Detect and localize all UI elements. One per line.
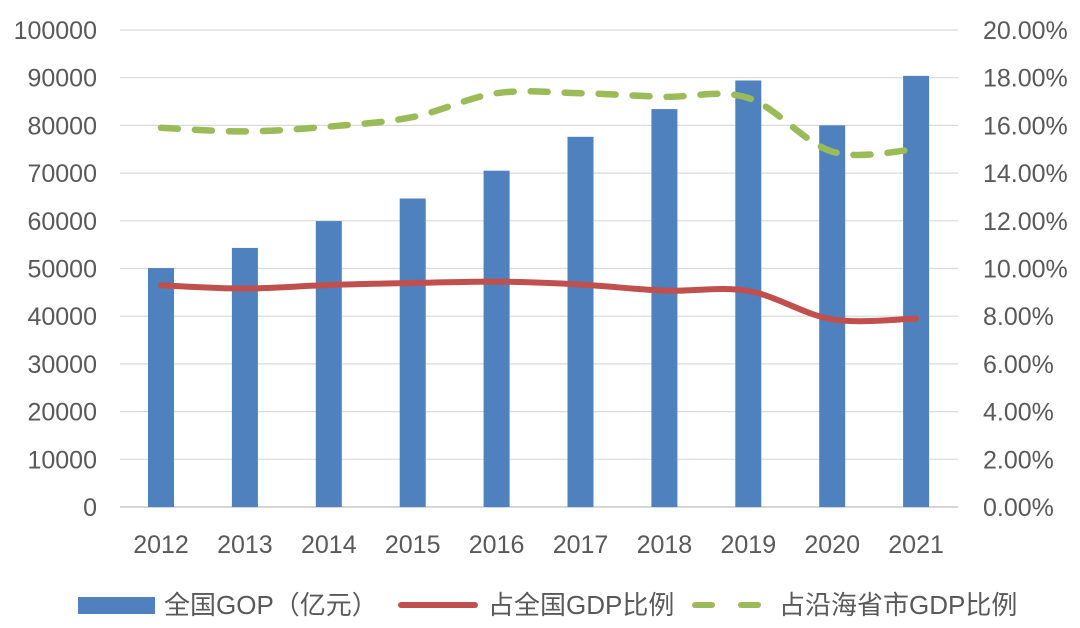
x-axis-label-2020: 2020 [804, 531, 860, 559]
legend-label-national-gdp-share: 占全国GDP比例 [488, 590, 675, 620]
bar-2018 [651, 109, 678, 508]
left-axis-tick-label: 40000 [27, 303, 97, 331]
x-axis-label-2014: 2014 [301, 531, 357, 559]
right-axis-tick-label: 20.00% [983, 17, 1068, 45]
legend-swatch-solid-line [398, 602, 478, 608]
left-axis-tick-label: 30000 [27, 351, 97, 379]
legend-item-gop-bars: 全国GOP（亿元） [78, 588, 378, 622]
legend-dash-segment [692, 602, 715, 608]
right-axis-tick-label: 6.00% [983, 351, 1054, 379]
right-axis-tick-label: 18.00% [983, 65, 1068, 93]
legend-swatch-bar [78, 596, 155, 614]
legend-item-national-gdp-share: 占全国GDP比例 [398, 588, 674, 622]
right-axis-tick-label: 2.00% [983, 446, 1054, 474]
right-axis-tick-label: 4.00% [983, 399, 1054, 427]
x-axis-label-2021: 2021 [888, 531, 944, 559]
bar-2012 [148, 268, 174, 507]
x-axis-label-2017: 2017 [553, 531, 609, 559]
left-axis-tick-label: 70000 [27, 160, 97, 188]
right-axis-tick-label: 16.00% [983, 112, 1068, 140]
line-coastal-gdp-share [157, 88, 920, 159]
right-axis-tick-label: 8.00% [983, 303, 1054, 331]
legend-dash-segment [738, 602, 761, 608]
right-axis-tick-label: 0.00% [983, 494, 1054, 522]
x-axis-label-2012: 2012 [133, 531, 189, 559]
bar-2015 [399, 198, 426, 507]
left-axis-tick-label: 0 [83, 494, 97, 522]
left-axis-tick-label: 80000 [27, 112, 97, 140]
bar-2021 [903, 75, 930, 507]
right-axis-tick-label: 14.00% [983, 160, 1068, 188]
x-axis-label-2018: 2018 [637, 531, 693, 559]
bar-2014 [315, 221, 342, 507]
left-axis-tick-label: 20000 [27, 399, 97, 427]
x-axis-label-2016: 2016 [469, 531, 525, 559]
legend-label-gop-bars: 全国GOP（亿元） [164, 590, 378, 620]
legend-item-coastal-gdp-share: 占沿海省市GDP比例 [692, 588, 1017, 622]
left-axis-tick-label: 100000 [14, 17, 97, 45]
line-national-gdp-share [158, 278, 920, 325]
bar-2017 [567, 136, 594, 507]
bar-2016 [483, 170, 510, 507]
legend-swatch-dashed-line [692, 602, 761, 608]
gop-combo-chart: 0 10000 20000 30000 40000 50000 60000 70000 8000… [14, 17, 1068, 559]
x-axis-label-2013: 2013 [217, 531, 273, 559]
right-axis-tick-label: 10.00% [983, 256, 1068, 284]
bar-series-gop [148, 75, 930, 508]
left-axis-tick-label: 90000 [27, 65, 97, 93]
x-axis-label-2015: 2015 [385, 531, 441, 559]
legend-label-coastal-gdp-share: 占沿海省市GDP比例 [779, 590, 1018, 620]
left-axis-tick-label: 60000 [27, 208, 97, 236]
left-axis-labels: 0 10000 20000 30000 40000 50000 60000 70000 8000… [14, 17, 97, 522]
right-axis-labels: 0.00% 2.00% 4.00% 6.00% 8.00% 10.00% 12.00% 14.… [983, 17, 1068, 522]
left-axis-tick-label: 50000 [27, 256, 97, 284]
left-axis-tick-label: 10000 [27, 446, 97, 474]
gridlines [120, 29, 958, 508]
x-axis-labels: 2012 2013 2014 2015 2016 2017 2018 2019 2020 2021 [133, 531, 944, 559]
right-axis-tick-label: 12.00% [983, 208, 1068, 236]
x-axis-label-2019: 2019 [720, 531, 776, 559]
